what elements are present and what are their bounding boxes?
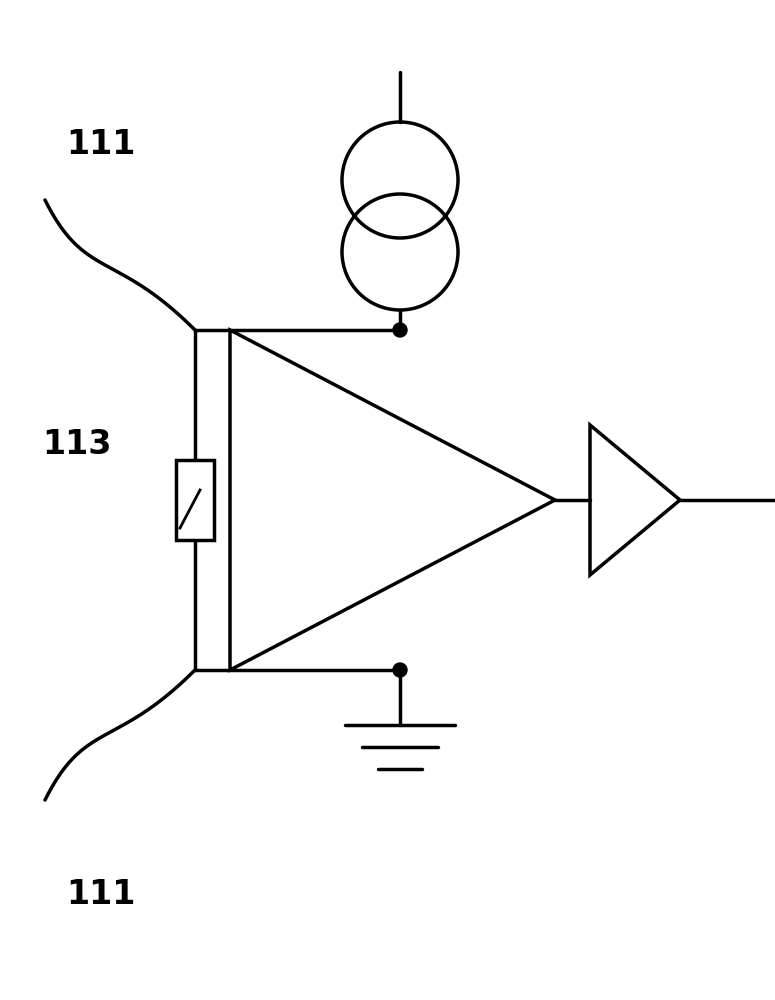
Circle shape (393, 323, 407, 337)
Text: 113: 113 (43, 428, 112, 462)
Text: 111: 111 (66, 879, 136, 912)
Text: 111: 111 (66, 128, 136, 161)
Bar (176, 460, 214, 540)
Circle shape (393, 663, 407, 677)
